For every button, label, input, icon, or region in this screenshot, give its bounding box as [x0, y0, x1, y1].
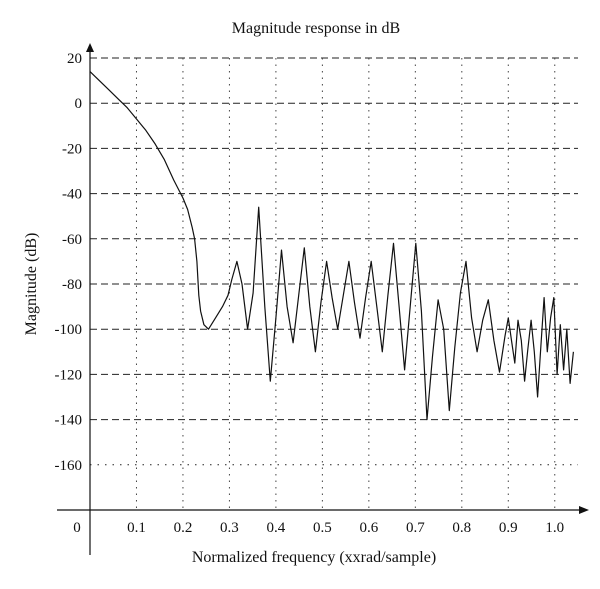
series-line	[89, 71, 574, 421]
y-tick-label: -40	[62, 187, 82, 203]
y-tick-label: -100	[55, 322, 83, 338]
x-tick-label: 0.3	[220, 520, 239, 536]
x-tick-label: 0.8	[452, 520, 471, 536]
chart-title: Magnitude response in dB	[232, 20, 400, 37]
y-tick-label: -80	[62, 277, 82, 293]
y-tick-label: -160	[55, 458, 83, 474]
x-axis-title: Normalized frequency (xxrad/sample)	[192, 549, 436, 566]
x-origin-label: 0	[73, 520, 81, 536]
y-axis-title: Magnitude (dB)	[23, 233, 40, 336]
x-tick-label: 1.0	[545, 520, 564, 536]
y-axis-arrow	[86, 43, 94, 52]
y-tick-label: -20	[62, 141, 82, 157]
x-tick-label: 0.7	[406, 520, 425, 536]
x-tick-label: 0.5	[313, 520, 332, 536]
x-tick-label: 0.9	[499, 520, 518, 536]
y-tick-label: -60	[62, 232, 82, 248]
y-tick-label: 0	[75, 96, 83, 112]
series	[89, 71, 574, 421]
tick-labels: 20 0 -20 -40 -60 -80 -100 -120 -140 -160 0.1 0.2 0.3…	[55, 51, 565, 536]
axes	[57, 43, 589, 555]
x-tick-label: 0.2	[174, 520, 193, 536]
y-tick-label: -120	[55, 367, 83, 383]
x-tick-label: 0.6	[359, 520, 378, 536]
grid	[90, 57, 578, 510]
y-tick-label: -140	[55, 413, 83, 429]
x-tick-label: 0.4	[267, 520, 286, 536]
x-axis-arrow	[579, 506, 589, 514]
x-tick-label: 0.1	[127, 520, 146, 536]
y-tick-label: 20	[67, 51, 82, 67]
